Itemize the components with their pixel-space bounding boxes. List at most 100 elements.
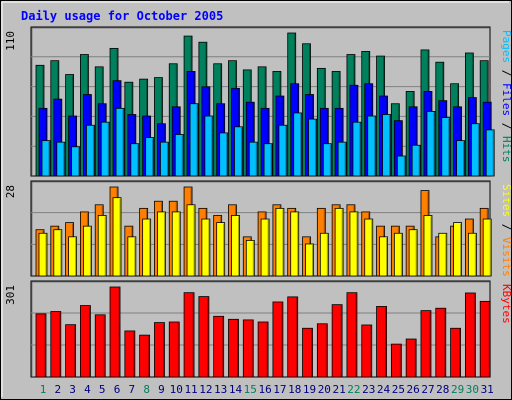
- bar-sites: [423, 215, 433, 277]
- y-axis-label-part: Hits: [500, 136, 512, 163]
- bar-sites: [38, 232, 48, 277]
- bar-sites: [216, 222, 226, 277]
- x-tick-label: 11: [184, 383, 197, 396]
- bar-sites: [112, 197, 122, 277]
- x-tick-label: 9: [158, 383, 165, 396]
- y-axis-label-part: Files: [500, 83, 512, 116]
- bar-kbytes: [109, 286, 121, 378]
- bar-pages: [263, 143, 273, 177]
- bar-pages: [115, 107, 125, 177]
- y-axis-label-part: Pages: [500, 30, 512, 63]
- bar-pages: [367, 115, 377, 177]
- bar-kbytes: [35, 313, 47, 378]
- bar-kbytes: [228, 318, 239, 378]
- y-axis-label-part: /: [500, 217, 512, 237]
- bar-kbytes: [316, 323, 328, 378]
- bar-kbytes: [94, 314, 106, 378]
- bar-sites: [393, 232, 403, 277]
- bar-pages: [456, 140, 465, 177]
- y-axis-label-part: /: [500, 116, 512, 136]
- x-tick-label: 7: [129, 383, 136, 396]
- bar-sites: [97, 215, 107, 277]
- bar-pages: [56, 141, 66, 177]
- bar-kbytes: [198, 296, 210, 378]
- bar-sites: [83, 225, 92, 277]
- bar-kbytes: [257, 321, 269, 378]
- bar-kbytes: [80, 305, 91, 378]
- bar-sites: [53, 229, 63, 277]
- x-tick-label: 17: [273, 383, 286, 396]
- bar-pages: [41, 140, 51, 177]
- bar-pages: [86, 124, 95, 177]
- x-tick-label: 18: [288, 383, 301, 396]
- bar-kbytes: [479, 300, 491, 378]
- bar-kbytes: [331, 304, 343, 378]
- panel-2: 28 Sites / Visits: [4, 180, 512, 277]
- bar-pages: [322, 143, 332, 177]
- x-tick-label: 5: [99, 383, 106, 396]
- bar-pages: [470, 123, 480, 177]
- bar-sites: [68, 236, 78, 277]
- bar-pages: [174, 134, 184, 177]
- x-tick-label: 14: [229, 383, 243, 396]
- y-axis-label-part: /: [500, 63, 512, 83]
- x-tick-label: 6: [114, 383, 121, 396]
- bar-sites: [201, 218, 211, 277]
- bar-pages: [352, 121, 362, 177]
- bar-pages: [160, 141, 169, 177]
- y-max-label: 110: [4, 31, 17, 51]
- x-tick-label: 28: [436, 383, 449, 396]
- x-tick-label: 8: [143, 383, 150, 396]
- bar-kbytes: [390, 343, 402, 378]
- x-tick-label: 24: [377, 383, 391, 396]
- bar-sites: [319, 232, 329, 277]
- x-tick-label: 29: [451, 383, 464, 396]
- bar-pages: [396, 155, 406, 177]
- bar-pages: [426, 111, 436, 177]
- bar-sites: [379, 236, 388, 277]
- bar-kbytes: [376, 306, 387, 378]
- bar-kbytes: [168, 321, 180, 378]
- x-tick-label: 26: [407, 383, 420, 396]
- bar-pages: [337, 141, 347, 177]
- bar-sites: [171, 211, 181, 277]
- x-tick-label: 15: [244, 383, 257, 396]
- y-axis-label: Pages / Files / Hits: [500, 30, 512, 163]
- x-tick-label: 22: [347, 383, 360, 396]
- bar-pages: [441, 117, 451, 177]
- bar-sites: [290, 211, 300, 277]
- x-tick-label: 16: [258, 383, 271, 396]
- bar-kbytes: [450, 327, 461, 378]
- y-axis-label: KBytes: [500, 284, 512, 324]
- panel-3: 301 KBytes: [4, 280, 512, 378]
- x-tick-label: 12: [199, 383, 212, 396]
- x-tick-label: 4: [84, 383, 91, 396]
- chart-title: Daily usage for October 2005: [21, 9, 223, 23]
- bar-pages: [411, 144, 421, 177]
- bar-pages: [278, 124, 288, 177]
- bar-pages: [145, 137, 155, 177]
- x-tick-label: 23: [362, 383, 375, 396]
- bar-pages: [130, 143, 140, 177]
- bar-kbytes: [361, 324, 373, 378]
- bar-kbytes: [65, 324, 77, 378]
- y-axis-label-part: Visits: [500, 237, 512, 277]
- x-tick-label: 13: [214, 383, 227, 396]
- bar-kbytes: [287, 296, 299, 378]
- panel-1: 110 Pages / Files / Hits: [4, 26, 512, 177]
- bar-kbytes: [124, 330, 136, 378]
- bar-sites: [231, 215, 240, 277]
- x-tick-label: 25: [392, 383, 405, 396]
- bar-sites: [482, 218, 492, 277]
- x-tick-label: 31: [481, 383, 494, 396]
- bar-sites: [453, 222, 462, 277]
- x-tick-label: 21: [333, 383, 346, 396]
- bar-sites: [364, 218, 374, 277]
- bar-pages: [71, 146, 81, 177]
- bar-sites: [438, 232, 448, 277]
- bar-pages: [485, 129, 495, 177]
- bar-sites: [334, 207, 344, 277]
- bar-pages: [248, 141, 258, 177]
